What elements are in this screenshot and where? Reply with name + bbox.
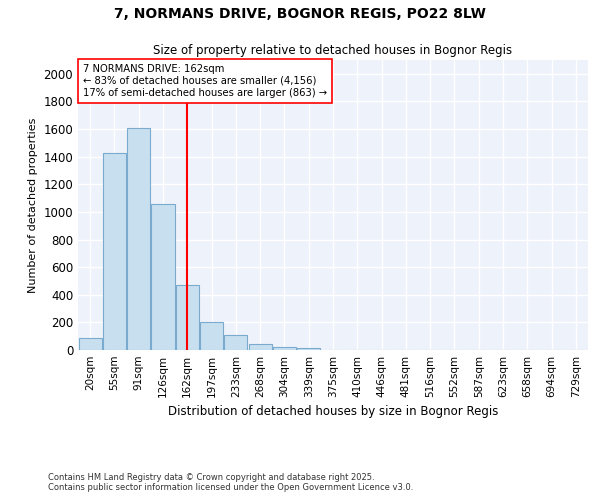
Bar	[176, 285, 199, 350]
Text: 7, NORMANS DRIVE, BOGNOR REGIS, PO22 8LW: 7, NORMANS DRIVE, BOGNOR REGIS, PO22 8LW	[114, 8, 486, 22]
Text: 7 NORMANS DRIVE: 162sqm
← 83% of detached houses are smaller (4,156)
17% of semi: 7 NORMANS DRIVE: 162sqm ← 83% of detache…	[83, 64, 327, 98]
Bar	[103, 152, 126, 350]
X-axis label: Distribution of detached houses by size in Bognor Regis: Distribution of detached houses by size …	[168, 406, 498, 418]
Bar	[297, 348, 320, 350]
Title: Size of property relative to detached houses in Bognor Regis: Size of property relative to detached ho…	[154, 44, 512, 58]
Bar	[79, 338, 101, 350]
Bar	[151, 204, 175, 350]
Text: Contains HM Land Registry data © Crown copyright and database right 2025.
Contai: Contains HM Land Registry data © Crown c…	[48, 473, 413, 492]
Bar	[224, 335, 247, 350]
Bar	[248, 344, 272, 350]
Bar	[273, 346, 296, 350]
Bar	[127, 128, 150, 350]
Y-axis label: Number of detached properties: Number of detached properties	[28, 118, 38, 292]
Bar	[200, 322, 223, 350]
